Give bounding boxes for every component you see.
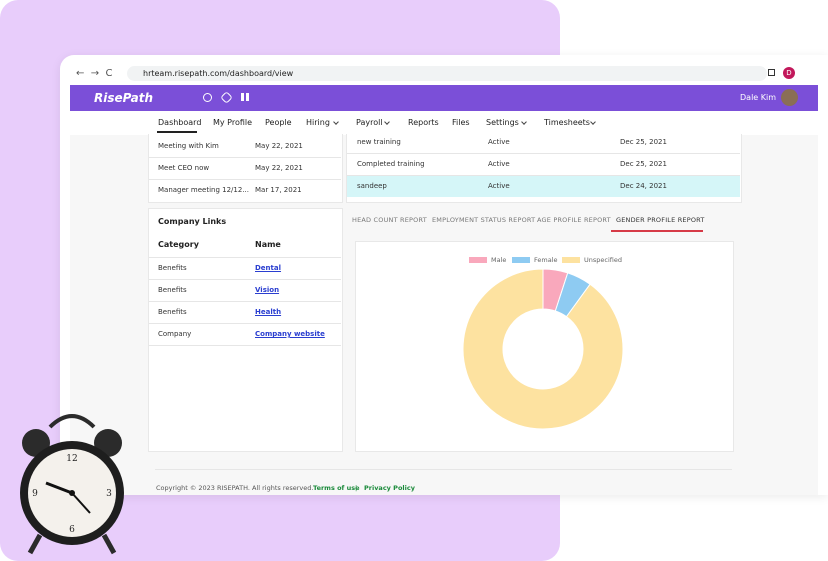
company-links-card bbox=[148, 208, 343, 452]
alarm-clock: 12 6 9 3 bbox=[20, 414, 124, 555]
meeting-date: May 22, 2021 bbox=[255, 142, 303, 150]
nav-active-underline bbox=[157, 131, 197, 133]
report-tab[interactable]: GENDER PROFILE REPORT bbox=[616, 216, 705, 224]
row-divider bbox=[149, 157, 341, 158]
logo[interactable]: RisePath bbox=[94, 91, 154, 105]
training-name: new training bbox=[357, 138, 401, 146]
report-tab[interactable]: EMPLOYMENT STATUS REPORT bbox=[432, 216, 536, 224]
link-category: Company bbox=[158, 330, 192, 338]
training-name: sandeep bbox=[357, 182, 387, 190]
row-divider bbox=[149, 345, 341, 346]
meeting-title: Meet CEO now bbox=[158, 164, 210, 172]
nav-item[interactable]: Timesheets bbox=[544, 118, 590, 127]
nav-item[interactable]: People bbox=[265, 118, 292, 127]
row-divider bbox=[149, 179, 341, 180]
svg-text:3: 3 bbox=[106, 489, 112, 499]
nav-item[interactable]: Dashboard bbox=[158, 118, 202, 127]
training-date: Dec 25, 2021 bbox=[620, 138, 667, 146]
row-divider bbox=[149, 301, 341, 302]
legend-label: Unspecified bbox=[584, 256, 622, 264]
sidebar-icon[interactable] bbox=[768, 69, 775, 76]
row-divider bbox=[149, 279, 341, 280]
nav-item[interactable]: Settings bbox=[486, 118, 519, 127]
svg-text:9: 9 bbox=[32, 489, 38, 499]
company-link[interactable]: Health bbox=[255, 308, 282, 316]
meeting-date: May 22, 2021 bbox=[255, 164, 303, 172]
meetings-card bbox=[148, 134, 343, 203]
legend-label: Male bbox=[491, 256, 506, 264]
meeting-title: Manager meeting 12/12... bbox=[158, 186, 249, 194]
card-title: Company Links bbox=[158, 217, 227, 226]
footer-divider bbox=[155, 469, 732, 470]
user-name[interactable]: Dale Kim bbox=[740, 93, 777, 102]
nav-arrows[interactable]: ← → C bbox=[76, 68, 113, 79]
copyright: Copyright © 2023 RISEPATH. All rights re… bbox=[156, 484, 314, 492]
nav-item[interactable]: Files bbox=[452, 118, 470, 127]
training-date: Dec 25, 2021 bbox=[620, 160, 667, 168]
nav-item[interactable]: Reports bbox=[408, 118, 439, 127]
training-date: Dec 24, 2021 bbox=[620, 182, 667, 190]
link-category: Benefits bbox=[158, 264, 187, 272]
legend-swatch bbox=[562, 257, 580, 263]
report-tab[interactable]: AGE PROFILE REPORT bbox=[537, 216, 611, 224]
row-divider bbox=[347, 153, 740, 154]
globe-icon[interactable] bbox=[203, 93, 212, 102]
active-tab-indicator bbox=[611, 230, 703, 232]
training-status: Active bbox=[488, 160, 510, 168]
svg-text:12: 12 bbox=[66, 454, 77, 464]
url: hrteam.risepath.com/dashboard/view bbox=[143, 69, 294, 78]
link-category: Benefits bbox=[158, 308, 187, 316]
meeting-title: Meeting with Kim bbox=[158, 142, 219, 150]
user-avatar[interactable] bbox=[781, 89, 798, 106]
address-bar[interactable] bbox=[127, 66, 767, 81]
training-status: Active bbox=[488, 182, 510, 190]
legend-swatch bbox=[469, 257, 487, 263]
app-header bbox=[70, 85, 818, 111]
nav-item[interactable]: My Profile bbox=[213, 118, 253, 127]
legend-swatch bbox=[512, 257, 530, 263]
training-status: Active bbox=[488, 138, 510, 146]
donut-slice bbox=[462, 268, 624, 430]
nav-item[interactable]: Hiring bbox=[306, 118, 330, 127]
company-link[interactable]: Company website bbox=[255, 330, 325, 338]
report-tab[interactable]: HEAD COUNT REPORT bbox=[352, 216, 427, 224]
footer-separator: | bbox=[355, 484, 358, 492]
apps-icon[interactable] bbox=[241, 93, 249, 101]
row-divider bbox=[149, 257, 341, 258]
company-link[interactable]: Vision bbox=[255, 286, 280, 294]
legend-label: Female bbox=[534, 256, 558, 264]
nav-item[interactable]: Payroll bbox=[356, 118, 383, 127]
meeting-date: Mar 17, 2021 bbox=[255, 186, 302, 194]
row-divider bbox=[347, 175, 740, 176]
company-link[interactable]: Dental bbox=[255, 264, 282, 272]
profile-avatar[interactable]: D bbox=[783, 67, 795, 79]
column-header: Name bbox=[255, 240, 281, 249]
svg-text:6: 6 bbox=[69, 525, 75, 535]
privacy-link[interactable]: Privacy Policy bbox=[364, 484, 415, 492]
row-highlight bbox=[347, 175, 740, 197]
terms-link[interactable]: Terms of use bbox=[313, 484, 360, 492]
training-name: Completed training bbox=[357, 160, 425, 168]
column-header: Category bbox=[158, 240, 199, 249]
row-divider bbox=[149, 323, 341, 324]
link-category: Benefits bbox=[158, 286, 187, 294]
